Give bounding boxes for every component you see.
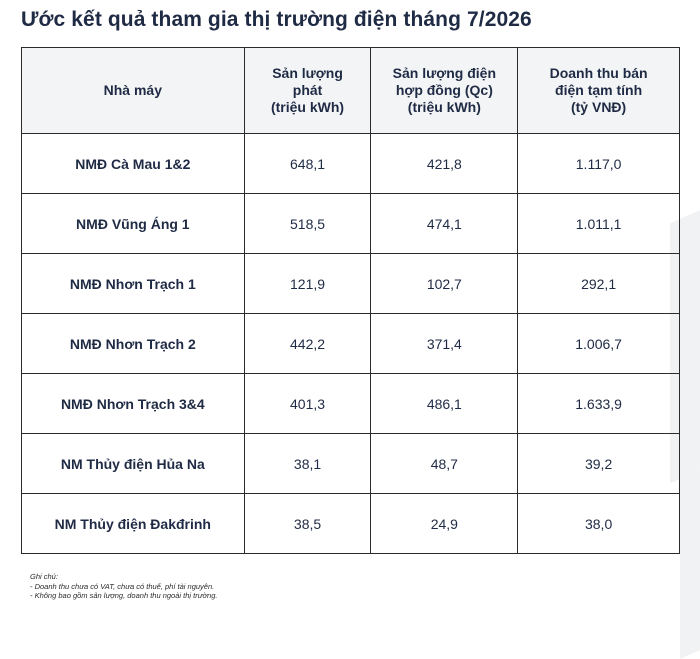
revenue-cell: 38,0	[517, 493, 680, 554]
column-header-generation: Sản lượng phát (triệu kWh)	[243, 47, 372, 134]
header-line: (triệu kWh)	[270, 99, 345, 115]
header-line: Doanh thu bán	[549, 65, 648, 81]
table-row: NMĐ Nhơn Trạch 3&4 401,3 486,1 1.633,9	[21, 373, 680, 434]
page-title: Ước kết quả tham gia thị trường điện thá…	[21, 8, 532, 31]
generation-cell: 518,5	[243, 193, 372, 254]
column-header-revenue: Doanh thu bán điện tạm tính (tỷ VNĐ)	[517, 47, 680, 134]
revenue-cell: 292,1	[517, 253, 680, 314]
generation-cell: 38,1	[243, 433, 372, 494]
contract-cell: 24,9	[370, 493, 519, 554]
header-line: hợp đồng (Qc)	[395, 82, 493, 98]
header-line: phát	[292, 82, 323, 98]
table-header-row: Nhà máy Sản lượng phát (triệu kWh) Sản l…	[21, 47, 680, 134]
generation-cell: 38,5	[243, 493, 372, 554]
column-header-contract: Sản lượng điện hợp đồng (Qc) (triệu kWh)	[370, 47, 519, 134]
table-row: NMĐ Vũng Áng 1 518,5 474,1 1.011,1	[21, 193, 680, 254]
plant-name-cell: NMĐ Nhơn Trạch 1	[21, 253, 245, 314]
contract-cell: 421,8	[370, 133, 519, 194]
revenue-cell: 1.633,9	[517, 373, 680, 434]
generation-cell: 401,3	[243, 373, 372, 434]
plant-name-cell: NMĐ Cà Mau 1&2	[21, 133, 245, 194]
header-line: (tỷ VNĐ)	[570, 99, 627, 115]
contract-cell: 474,1	[370, 193, 519, 254]
revenue-cell: 1.117,0	[517, 133, 680, 194]
table-row: NMĐ Cà Mau 1&2 648,1 421,8 1.117,0	[21, 133, 680, 194]
plant-name-cell: NM Thủy điện Đakđrinh	[21, 493, 245, 554]
revenue-cell: 1.006,7	[517, 313, 680, 374]
header-line: Sản lượng điện	[392, 65, 496, 81]
plant-name-cell: NM Thủy điện Hủa Na	[21, 433, 245, 494]
contract-cell: 48,7	[370, 433, 519, 494]
table-row: NM Thủy điện Đakđrinh 38,5 24,9 38,0	[21, 493, 680, 554]
table-row: NMĐ Nhơn Trạch 2 442,2 371,4 1.006,7	[21, 313, 680, 374]
contract-cell: 486,1	[370, 373, 519, 434]
footnote-item: - Doanh thu chưa có VAT, chưa có thuế, p…	[30, 581, 215, 591]
contract-cell: 371,4	[370, 313, 519, 374]
header-line: (triệu kWh)	[407, 99, 481, 115]
generation-cell: 648,1	[243, 133, 372, 194]
revenue-cell: 1.011,1	[517, 193, 680, 254]
contract-cell: 102,7	[370, 253, 519, 314]
header-line: Sản lượng	[272, 65, 343, 81]
column-header-plant: Nhà máy	[21, 47, 245, 134]
footnotes: Ghi chú: - Doanh thu chưa có VAT, chưa c…	[30, 572, 217, 601]
background-chevron	[680, 461, 700, 659]
header-line: điện tạm tính	[555, 82, 643, 98]
plant-name-cell: NMĐ Nhơn Trạch 3&4	[21, 373, 245, 434]
generation-cell: 442,2	[243, 313, 372, 374]
market-results-table: Nhà máy Sản lượng phát (triệu kWh) Sản l…	[21, 47, 680, 554]
header-line: Nhà máy	[103, 82, 162, 98]
footnote-item: - Không bao gồm sản lượng, doanh thu ngo…	[30, 591, 218, 600]
plant-name-cell: NMĐ Nhơn Trạch 2	[21, 313, 245, 374]
footnotes-heading: Ghi chú:	[30, 572, 58, 581]
plant-name-cell: NMĐ Vũng Áng 1	[21, 193, 245, 254]
revenue-cell: 39,2	[517, 433, 680, 494]
table-row: NMĐ Nhơn Trạch 1 121,9 102,7 292,1	[21, 253, 680, 314]
generation-cell: 121,9	[243, 253, 372, 314]
table-row: NM Thủy điện Hủa Na 38,1 48,7 39,2	[21, 433, 680, 494]
